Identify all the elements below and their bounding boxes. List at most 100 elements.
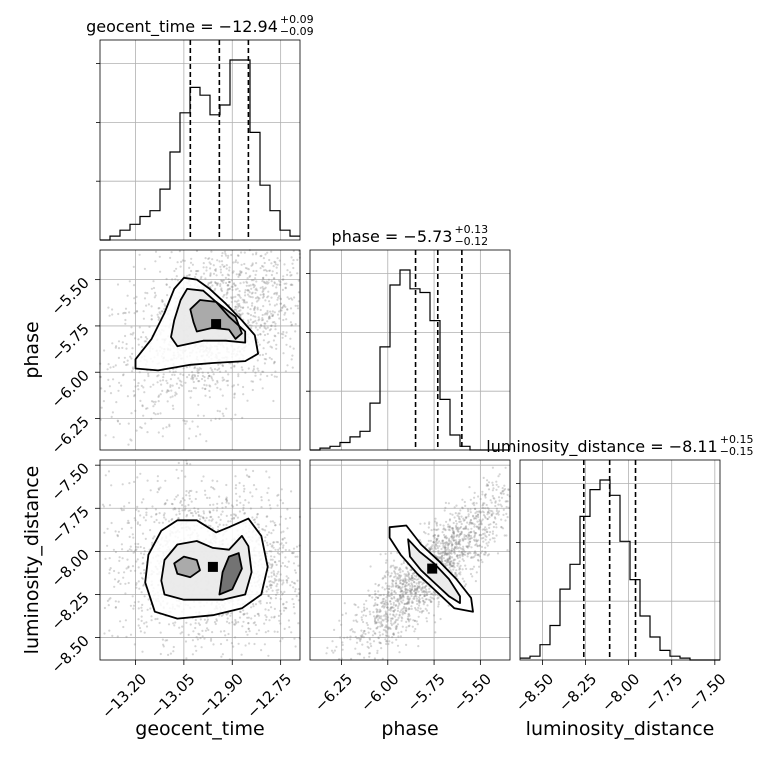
scatter-point xyxy=(381,657,384,660)
scatter-point xyxy=(455,547,458,550)
scatter-point xyxy=(261,318,265,321)
scatter-point xyxy=(168,370,171,373)
scatter-point xyxy=(237,642,240,645)
scatter-point xyxy=(482,502,485,505)
scatter-point xyxy=(459,573,462,576)
scatter-point xyxy=(269,563,272,566)
scatter-point xyxy=(281,546,285,549)
scatter-point xyxy=(227,288,230,291)
scatter-point xyxy=(143,631,146,634)
scatter-point xyxy=(489,538,492,541)
scatter-point xyxy=(254,521,257,524)
scatter-point xyxy=(429,600,432,603)
scatter-point xyxy=(376,651,379,655)
scatter-point xyxy=(489,531,492,534)
scatter-point xyxy=(446,552,449,555)
scatter-point xyxy=(225,499,229,503)
scatter-point xyxy=(389,627,392,631)
scatter-point xyxy=(273,615,276,618)
scatter-point xyxy=(143,379,146,382)
scatter-point xyxy=(413,619,416,622)
scatter-point xyxy=(130,549,133,552)
scatter-point xyxy=(168,423,171,426)
scatter-point xyxy=(221,379,224,382)
scatter-point xyxy=(225,523,228,527)
scatter-point xyxy=(285,318,288,321)
scatter-point xyxy=(444,544,447,547)
scatter-point xyxy=(211,379,214,382)
scatter-point xyxy=(201,387,204,390)
scatter-point xyxy=(113,578,117,581)
scatter-point xyxy=(461,553,464,556)
scatter-point xyxy=(414,588,417,592)
scatter-point xyxy=(206,496,209,499)
scatter-point xyxy=(381,624,384,627)
scatter-point xyxy=(404,577,407,580)
scatter-point xyxy=(452,531,455,534)
scatter-point xyxy=(278,283,281,286)
scatter-point xyxy=(430,592,433,595)
scatter-point xyxy=(457,517,461,520)
scatter-point xyxy=(412,589,415,593)
scatter-point xyxy=(454,539,457,542)
scatter-point xyxy=(502,492,505,495)
scatter-point xyxy=(117,356,120,359)
scatter-point xyxy=(386,603,389,606)
scatter-point xyxy=(401,625,404,628)
scatter-point xyxy=(219,284,222,288)
scatter-point xyxy=(464,527,467,530)
scatter-point xyxy=(434,592,437,595)
scatter-point xyxy=(416,623,419,626)
scatter-point xyxy=(128,501,131,504)
scatter-point xyxy=(399,596,402,599)
scatter-point xyxy=(272,529,275,532)
scatter-point xyxy=(134,409,137,412)
scatter-point xyxy=(463,518,466,522)
scatter-point xyxy=(188,494,191,497)
scatter-point xyxy=(237,375,240,378)
scatter-point xyxy=(464,583,467,586)
scatter-point xyxy=(252,605,255,608)
scatter-point xyxy=(238,273,241,276)
scatter-point xyxy=(240,653,243,656)
scatter-point xyxy=(425,617,428,620)
scatter-point xyxy=(146,431,149,434)
scatter-point xyxy=(277,570,280,573)
scatter-point xyxy=(123,356,126,359)
scatter-point xyxy=(191,639,194,642)
scatter-point xyxy=(140,336,143,339)
scatter-point xyxy=(181,625,184,628)
scatter-point xyxy=(114,606,117,609)
scatter-point xyxy=(270,346,274,349)
scatter-point xyxy=(253,307,256,310)
scatter-point xyxy=(440,557,444,561)
scatter-point xyxy=(240,271,243,274)
scatter-point xyxy=(346,636,349,639)
scatter-point xyxy=(453,506,456,509)
scatter-point xyxy=(125,347,128,350)
scatter-point xyxy=(184,422,187,425)
scatter-point xyxy=(170,251,173,254)
scatter-point xyxy=(263,333,267,337)
scatter-point xyxy=(107,378,110,381)
scatter-point xyxy=(465,535,468,538)
scatter-point xyxy=(449,512,452,515)
scatter-point xyxy=(379,625,382,628)
scatter-point xyxy=(142,516,145,519)
scatter-point xyxy=(253,642,256,646)
scatter-point xyxy=(195,490,198,494)
scatter-point xyxy=(387,628,390,631)
scatter-point xyxy=(422,609,425,613)
scatter-point xyxy=(268,329,271,332)
scatter-point xyxy=(234,259,238,262)
scatter-point xyxy=(291,262,294,265)
scatter-point xyxy=(250,292,253,295)
scatter-point xyxy=(252,320,255,323)
scatter-point xyxy=(254,319,257,322)
scatter-point xyxy=(403,579,406,582)
scatter-point xyxy=(284,370,287,373)
scatter-point xyxy=(484,550,487,554)
scatter-point xyxy=(213,488,216,491)
scatter-point xyxy=(293,569,297,572)
scatter-point xyxy=(455,524,458,528)
